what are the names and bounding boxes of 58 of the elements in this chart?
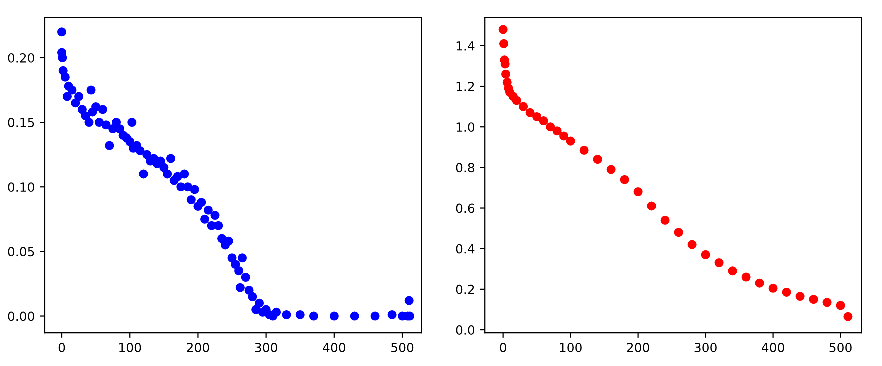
point xyxy=(580,146,589,155)
point xyxy=(796,292,805,302)
y-tick-label: 0.10 xyxy=(8,182,34,192)
y-tick-label: 0.20 xyxy=(8,53,34,63)
x-tick-label: 0 xyxy=(500,343,506,352)
point xyxy=(620,175,630,184)
point xyxy=(502,70,511,79)
point xyxy=(701,250,710,260)
x-tick-label: 200 xyxy=(627,343,650,352)
point xyxy=(546,122,556,132)
x-tick-label: 0 xyxy=(58,343,66,352)
point xyxy=(742,272,751,282)
point xyxy=(822,298,832,308)
point xyxy=(728,266,738,276)
point xyxy=(566,136,576,146)
point xyxy=(782,288,792,297)
point xyxy=(512,96,522,106)
point xyxy=(688,240,697,250)
point xyxy=(532,112,542,122)
y-tick-label: 0.15 xyxy=(8,118,34,128)
point xyxy=(836,301,846,310)
point xyxy=(809,295,818,304)
point xyxy=(647,202,656,211)
point xyxy=(755,278,764,288)
point xyxy=(714,258,724,268)
point xyxy=(539,116,548,126)
point xyxy=(768,284,778,293)
x-tick-label: 300 xyxy=(255,343,278,352)
point xyxy=(526,108,535,118)
point xyxy=(499,39,509,48)
y-tick-label: 0.0 xyxy=(456,325,475,335)
y-tick-label: 1.0 xyxy=(456,122,475,132)
x-tick-label: 500 xyxy=(830,343,852,352)
y-tick-label: 0.2 xyxy=(456,284,474,294)
point xyxy=(660,216,670,225)
point xyxy=(634,188,643,197)
y-tick-label: 0.8 xyxy=(456,163,475,173)
y-tick-label: 0.05 xyxy=(8,247,34,257)
y-tick-label: 1.4 xyxy=(456,42,475,51)
x-tick-label: 400 xyxy=(762,343,784,352)
x-tick-label: 300 xyxy=(694,343,717,352)
point xyxy=(606,165,616,174)
x-tick-label: 500 xyxy=(392,343,414,352)
point xyxy=(560,132,569,141)
x-tick-label: 100 xyxy=(120,343,142,352)
x-tick-label: 200 xyxy=(187,343,210,352)
x-tick-label: 100 xyxy=(560,343,582,352)
point xyxy=(552,126,562,136)
y-tick-label: 0.4 xyxy=(456,244,475,254)
y-tick-label: 1.2 xyxy=(456,82,474,92)
y-tick-label: 0.00 xyxy=(8,312,34,322)
point xyxy=(593,155,602,164)
point xyxy=(498,25,508,34)
point xyxy=(844,312,853,322)
y-tick-label: 0.6 xyxy=(456,204,475,214)
point xyxy=(519,102,528,112)
point xyxy=(674,228,684,238)
x-tick-label: 400 xyxy=(323,343,346,352)
